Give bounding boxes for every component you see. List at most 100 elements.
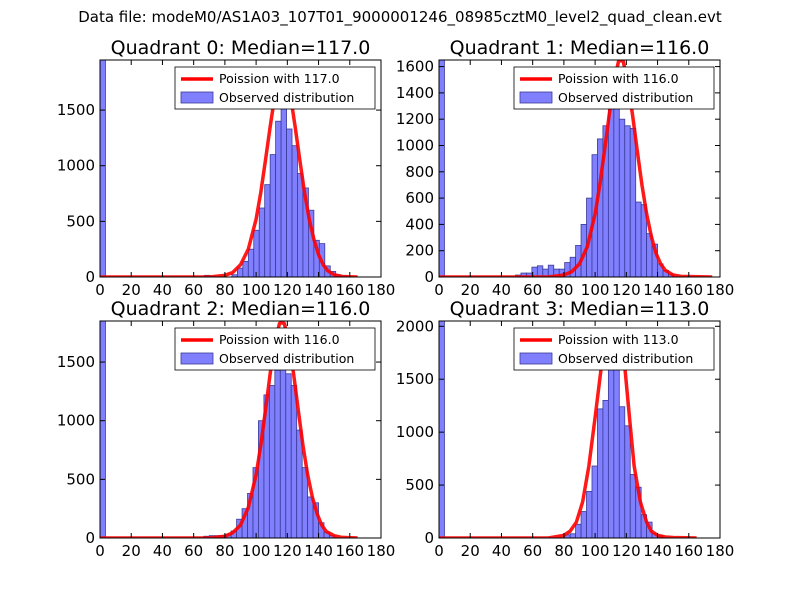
y-tick-label: 1400 — [396, 84, 434, 102]
legend-label-poisson: Poission with 116.0 — [219, 332, 340, 347]
x-tick-label: 20 — [122, 542, 141, 560]
chart-panel-1: 0 20 40 60 80 100 120 140 160 180 0 200 400 600 800 100… — [396, 37, 735, 299]
histogram-bar — [618, 118, 626, 277]
histogram-bar — [597, 408, 604, 538]
y-tick-label: 800 — [405, 163, 434, 181]
x-tick-label: 80 — [215, 542, 234, 560]
histogram-bar — [439, 60, 445, 277]
histogram-bar — [618, 406, 626, 538]
x-tick-label: 140 — [643, 281, 672, 299]
y-tick-label: 600 — [405, 189, 434, 207]
y-tick-label: 0 — [85, 529, 95, 547]
chart-title: Quadrant 3: Median=113.0 — [450, 298, 710, 320]
x-tick-label: 100 — [242, 281, 271, 299]
axes-frame — [438, 320, 721, 539]
histogram-bar — [439, 321, 445, 538]
legend-bar-swatch — [519, 352, 553, 365]
histogram-bar — [285, 373, 292, 538]
x-tick-label: 0 — [95, 542, 105, 560]
x-tick-label: 120 — [612, 542, 641, 560]
x-tick-label: 0 — [434, 281, 444, 299]
chart-panel-2: 0 20 40 60 80 100 120 140 160 180 0 500 1000 1500 Quad… — [57, 298, 396, 560]
y-tick-label: 500 — [405, 476, 434, 494]
y-tick-label: 500 — [66, 470, 95, 488]
y-tick-label: 1000 — [396, 136, 434, 154]
y-tick-label: 500 — [66, 212, 95, 230]
poisson-curve — [100, 321, 358, 538]
x-tick-label: 160 — [335, 542, 364, 560]
histogram-bar — [586, 491, 593, 538]
histogram-bar — [286, 128, 293, 277]
x-tick-label: 140 — [304, 281, 333, 299]
histogram-bar — [629, 127, 637, 277]
y-tick-label: 1200 — [396, 110, 434, 128]
histogram-bar — [569, 533, 576, 538]
histogram-bar — [580, 511, 587, 538]
histogram-bar — [291, 145, 298, 277]
x-tick-label: 120 — [273, 281, 302, 299]
histogram-bar — [100, 321, 106, 538]
histogram-bar — [602, 399, 609, 538]
x-tick-label: 60 — [523, 542, 542, 560]
x-tick-label: 80 — [215, 281, 234, 299]
x-tick-label: 140 — [304, 542, 333, 560]
y-tick-label: 1500 — [396, 370, 434, 388]
chart-title: Quadrant 2: Median=116.0 — [111, 298, 371, 320]
histogram-bar — [575, 523, 582, 538]
x-tick-label: 60 — [184, 542, 203, 560]
x-tick-label: 100 — [242, 542, 271, 560]
histogram-bar — [268, 385, 276, 538]
x-tick-label: 160 — [335, 281, 364, 299]
x-tick-label: 60 — [523, 281, 542, 299]
x-tick-label: 20 — [461, 542, 480, 560]
legend-label-poisson: Poission with 117.0 — [219, 71, 340, 86]
legend-label-poisson: Poission with 113.0 — [558, 332, 679, 347]
chart-panel-3: 0 20 40 60 80 100 120 140 160 180 0 500 1000 1500 2000… — [396, 298, 735, 560]
legend-bar-swatch — [180, 352, 214, 365]
y-tick-label: 1000 — [57, 412, 95, 430]
data-layer — [439, 321, 697, 538]
x-tick-label: 100 — [581, 542, 610, 560]
x-tick-label: 20 — [122, 281, 141, 299]
y-tick-label: 1000 — [57, 157, 95, 175]
data-layer — [439, 60, 713, 277]
y-tick-label: 1600 — [396, 58, 434, 76]
y-tick-label: 1500 — [57, 353, 95, 371]
histogram-bar — [624, 125, 631, 277]
x-tick-label: 0 — [95, 281, 105, 299]
x-tick-label: 160 — [674, 542, 703, 560]
chart-title: Quadrant 1: Median=116.0 — [450, 37, 710, 59]
histogram-bar — [297, 173, 304, 277]
x-tick-label: 180 — [706, 542, 735, 560]
y-tick-label: 0 — [85, 268, 95, 286]
x-tick-label: 160 — [674, 281, 703, 299]
axes-frame — [438, 59, 721, 278]
histogram-bar — [274, 369, 281, 538]
x-tick-label: 40 — [492, 542, 511, 560]
x-tick-label: 40 — [153, 542, 172, 560]
x-tick-label: 40 — [492, 281, 511, 299]
chart-title: Quadrant 0: Median=117.0 — [111, 37, 371, 59]
figure-title: Data file: modeM0/AS1A03_107T01_90000012… — [78, 8, 722, 26]
histogram-bar — [253, 229, 260, 277]
legend-label-observed: Observed distribution — [219, 90, 354, 105]
histogram-bar — [613, 345, 620, 538]
histogram-bar — [100, 60, 106, 277]
histogram-bar — [258, 207, 266, 277]
chart-panel-0: 0 20 40 60 80 100 120 140 160 180 0 500 1000 1500 Quad… — [57, 37, 396, 299]
y-tick-label: 1000 — [396, 423, 434, 441]
histogram-bar — [290, 385, 298, 538]
histogram-bar — [264, 184, 271, 277]
legend-bar-swatch — [519, 91, 553, 104]
histogram-bar — [280, 98, 287, 277]
legend-bar-swatch — [180, 91, 214, 104]
y-tick-label: 2000 — [396, 317, 434, 335]
histogram-bar — [242, 261, 249, 277]
axes-frame — [99, 320, 382, 539]
y-tick-label: 0 — [424, 529, 434, 547]
histogram-bar — [275, 120, 282, 277]
x-tick-label: 80 — [554, 281, 573, 299]
legend-label-observed: Observed distribution — [558, 90, 693, 105]
poisson-curve — [439, 60, 713, 277]
